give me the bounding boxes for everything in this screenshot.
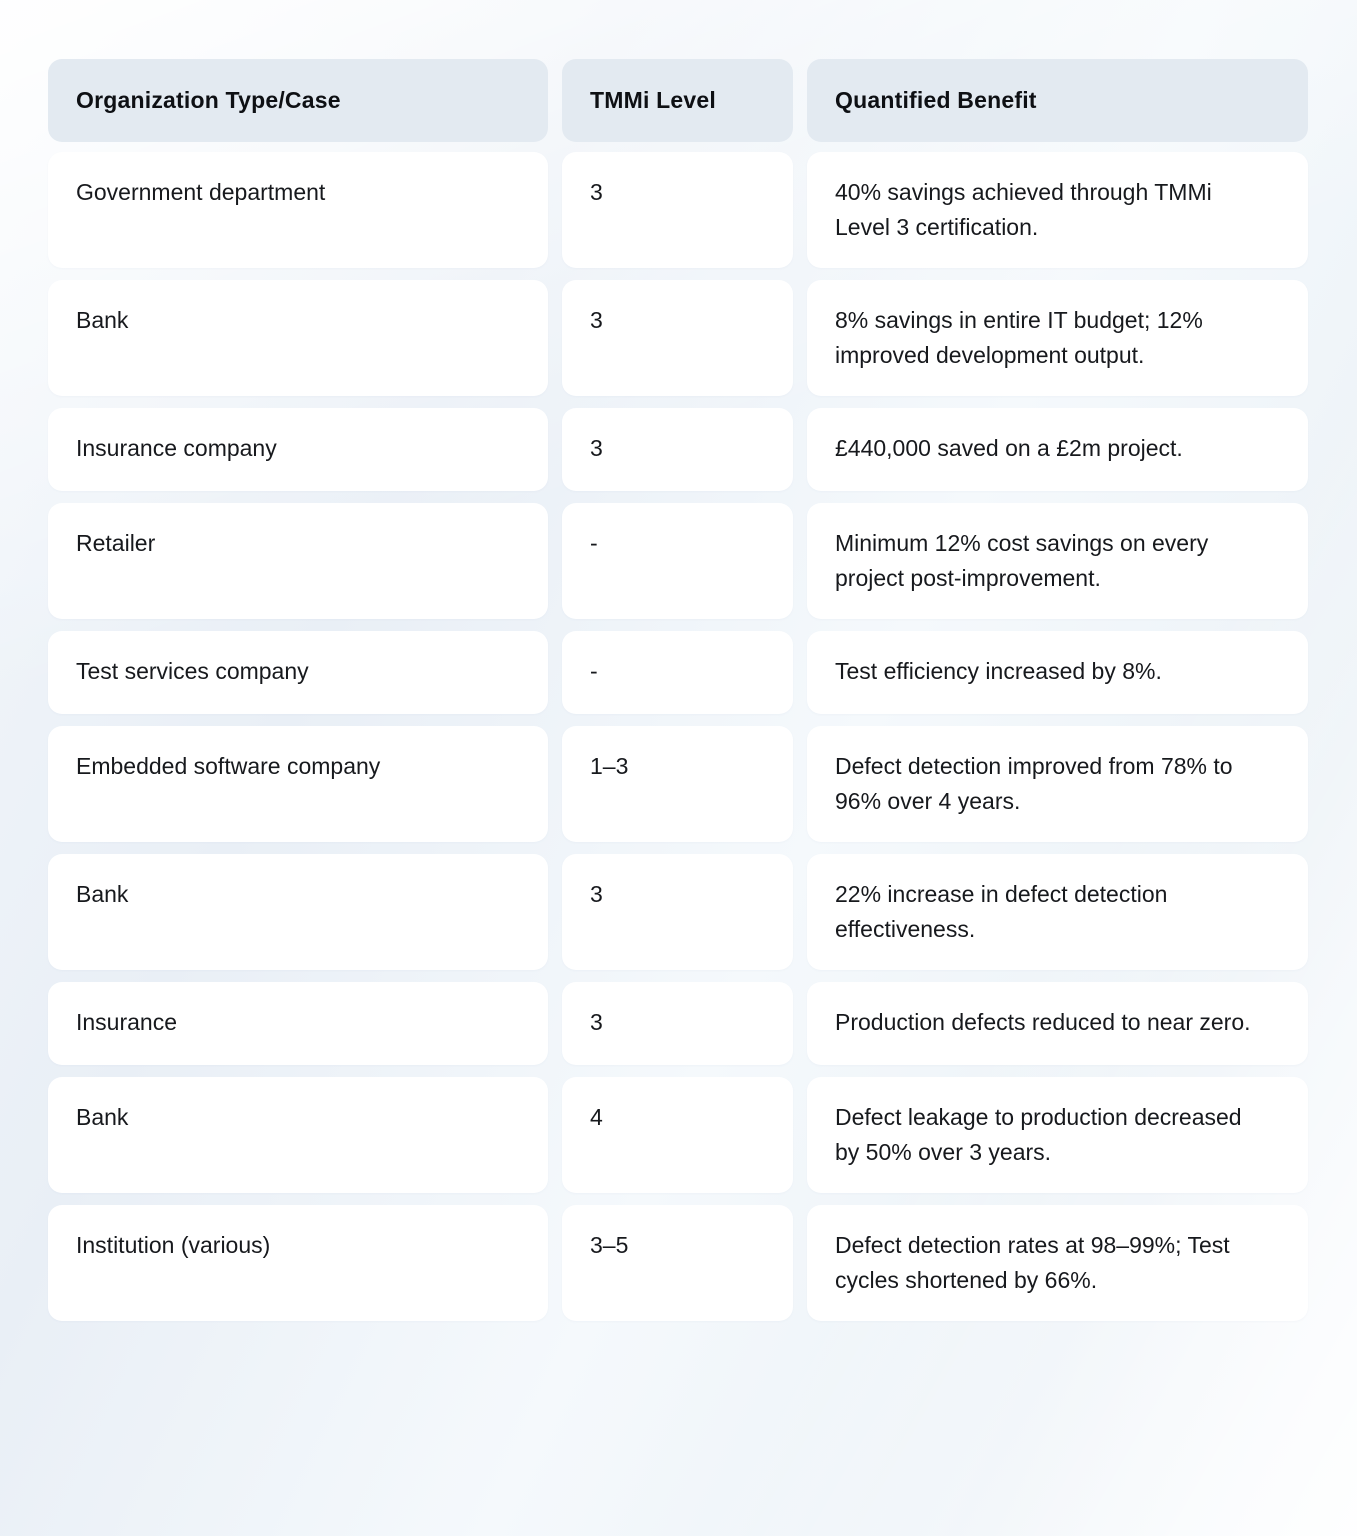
cell-tmmi-level: - bbox=[562, 631, 793, 714]
column-header-tmmi-level: TMMi Level bbox=[562, 59, 793, 142]
table-row: Bank 3 8% savings in entire IT budget; 1… bbox=[48, 280, 1308, 396]
table-row: Institution (various) 3–5 Defect detecti… bbox=[48, 1205, 1308, 1321]
cell-benefit: 22% increase in defect detection effecti… bbox=[807, 854, 1308, 970]
cell-tmmi-level: - bbox=[562, 503, 793, 619]
table-row: Embedded software company 1–3 Defect det… bbox=[48, 726, 1308, 842]
cell-tmmi-level: 1–3 bbox=[562, 726, 793, 842]
cell-tmmi-level: 3 bbox=[562, 854, 793, 970]
cell-benefit: £440,000 saved on a £2m project. bbox=[807, 408, 1308, 491]
cell-benefit: Production defects reduced to near zero. bbox=[807, 982, 1308, 1065]
cell-organization: Government department bbox=[48, 152, 548, 268]
table-body: Government department 3 40% savings achi… bbox=[48, 152, 1308, 1321]
cell-tmmi-level: 3 bbox=[562, 280, 793, 396]
cell-tmmi-level: 3 bbox=[562, 982, 793, 1065]
cell-benefit: Test efficiency increased by 8%. bbox=[807, 631, 1308, 714]
table-header-row: Organization Type/Case TMMi Level Quanti… bbox=[48, 59, 1308, 142]
cell-organization: Insurance company bbox=[48, 408, 548, 491]
cell-tmmi-level: 4 bbox=[562, 1077, 793, 1193]
table-row: Bank 3 22% increase in defect detection … bbox=[48, 854, 1308, 970]
cell-organization: Test services company bbox=[48, 631, 548, 714]
cell-tmmi-level: 3 bbox=[562, 152, 793, 268]
benefits-table: Organization Type/Case TMMi Level Quanti… bbox=[48, 59, 1308, 1321]
table-row: Insurance company 3 £440,000 saved on a … bbox=[48, 408, 1308, 491]
cell-benefit: Defect detection rates at 98–99%; Test c… bbox=[807, 1205, 1308, 1321]
cell-tmmi-level: 3–5 bbox=[562, 1205, 793, 1321]
cell-organization: Retailer bbox=[48, 503, 548, 619]
cell-benefit: 40% savings achieved through TMMi Level … bbox=[807, 152, 1308, 268]
cell-organization: Insurance bbox=[48, 982, 548, 1065]
cell-organization: Bank bbox=[48, 280, 548, 396]
table-row: Insurance 3 Production defects reduced t… bbox=[48, 982, 1308, 1065]
cell-organization: Embedded software company bbox=[48, 726, 548, 842]
table-row: Government department 3 40% savings achi… bbox=[48, 152, 1308, 268]
table-row: Retailer - Minimum 12% cost savings on e… bbox=[48, 503, 1308, 619]
cell-organization: Institution (various) bbox=[48, 1205, 548, 1321]
table-row: Test services company - Test efficiency … bbox=[48, 631, 1308, 714]
cell-organization: Bank bbox=[48, 1077, 548, 1193]
cell-benefit: Defect leakage to production decreased b… bbox=[807, 1077, 1308, 1193]
table-row: Bank 4 Defect leakage to production decr… bbox=[48, 1077, 1308, 1193]
cell-tmmi-level: 3 bbox=[562, 408, 793, 491]
cell-benefit: 8% savings in entire IT budget; 12% impr… bbox=[807, 280, 1308, 396]
cell-benefit: Defect detection improved from 78% to 96… bbox=[807, 726, 1308, 842]
column-header-organization: Organization Type/Case bbox=[48, 59, 548, 142]
cell-benefit: Minimum 12% cost savings on every projec… bbox=[807, 503, 1308, 619]
column-header-quantified-benefit: Quantified Benefit bbox=[807, 59, 1308, 142]
cell-organization: Bank bbox=[48, 854, 548, 970]
